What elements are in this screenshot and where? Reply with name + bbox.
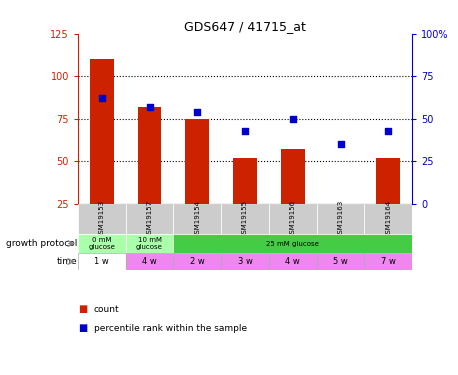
Bar <box>376 158 400 204</box>
Point <box>337 141 344 147</box>
Bar <box>174 204 221 234</box>
Text: 7 w: 7 w <box>381 257 396 266</box>
Point <box>289 116 296 122</box>
Bar <box>316 204 365 234</box>
Text: count: count <box>94 305 120 314</box>
Bar <box>185 119 209 204</box>
Bar <box>78 204 125 234</box>
Bar <box>221 253 269 270</box>
Text: GSM19154: GSM19154 <box>194 200 200 238</box>
Text: 10 mM
glucose: 10 mM glucose <box>136 237 163 250</box>
Text: percentile rank within the sample: percentile rank within the sample <box>94 324 247 333</box>
Text: 25 mM glucose: 25 mM glucose <box>267 240 319 246</box>
Bar <box>125 204 174 234</box>
Text: GSM19153: GSM19153 <box>99 200 105 238</box>
Point <box>98 95 105 101</box>
Bar <box>137 107 161 204</box>
Bar <box>125 234 174 253</box>
Bar <box>78 234 125 253</box>
Text: growth protocol: growth protocol <box>5 239 77 248</box>
Bar <box>269 204 316 234</box>
Bar <box>233 158 257 204</box>
Bar <box>90 59 114 204</box>
Point <box>146 104 153 110</box>
Bar <box>329 204 353 209</box>
Text: 2 w: 2 w <box>190 257 205 266</box>
Text: GSM19163: GSM19163 <box>338 200 344 238</box>
Bar <box>281 149 305 204</box>
Text: GSM19157: GSM19157 <box>147 200 153 238</box>
Point <box>194 109 201 115</box>
Text: time: time <box>56 257 77 266</box>
Text: ■: ■ <box>78 323 87 333</box>
Point <box>241 128 249 134</box>
Bar <box>125 253 174 270</box>
Text: GSM19164: GSM19164 <box>385 200 391 238</box>
Point <box>385 128 392 134</box>
Bar <box>365 204 412 234</box>
Text: 0 mM
glucose: 0 mM glucose <box>88 237 115 250</box>
Text: GSM19156: GSM19156 <box>290 200 296 238</box>
Title: GDS647 / 41715_at: GDS647 / 41715_at <box>184 20 306 33</box>
Bar <box>174 234 412 253</box>
Bar <box>221 204 269 234</box>
Text: 5 w: 5 w <box>333 257 348 266</box>
Bar <box>78 253 125 270</box>
Bar <box>365 253 412 270</box>
Text: ■: ■ <box>78 304 87 314</box>
Text: 1 w: 1 w <box>94 257 109 266</box>
Text: 3 w: 3 w <box>238 257 252 266</box>
Text: GSM19155: GSM19155 <box>242 200 248 238</box>
Bar <box>174 253 221 270</box>
Text: 4 w: 4 w <box>142 257 157 266</box>
Bar <box>316 253 365 270</box>
Bar <box>269 253 316 270</box>
Text: 4 w: 4 w <box>285 257 300 266</box>
